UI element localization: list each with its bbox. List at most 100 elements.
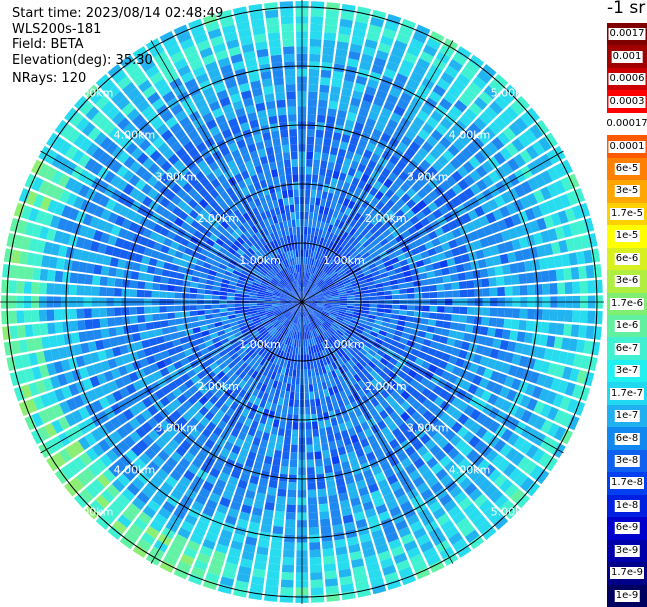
ray-gate [439,180,451,192]
ray-gate [362,209,371,219]
ray-gate [376,291,385,296]
ray-gate [354,354,362,362]
ray-gate [229,212,238,222]
ray-gate [343,317,352,322]
ray-gate [433,396,445,407]
ray-gate [287,303,295,307]
ray-gate [330,417,338,427]
ray-gate [151,493,165,506]
ray-gate [78,184,90,198]
ray-gate [281,292,289,297]
ray-gate [566,398,579,414]
ray-gate [320,324,327,332]
ray-gate [144,306,152,314]
ray-gate [220,312,228,317]
ray-gate [523,128,537,144]
ray-gate [48,256,58,269]
ray-gate [349,458,360,468]
ray-gate [187,187,198,198]
azimuth-gridline [40,150,303,303]
ray-gate [248,258,257,266]
ray-gate [191,135,204,147]
ray-gate [320,77,331,86]
ray-gate [307,369,312,377]
ray-gate [294,354,298,362]
ray-gate [383,285,392,291]
ray-gate [302,302,304,310]
ray-gate [49,215,61,229]
ray-gate [467,383,479,395]
ray-gate [392,262,402,269]
ray-gate [138,79,152,93]
ray-gate [324,320,332,327]
ray-gate [338,248,346,257]
ray-gate [309,300,318,302]
ray-gate [296,302,302,308]
ray-gate [306,307,313,314]
ray-gate [403,327,412,334]
ray-gate [313,159,321,168]
ray-gate [337,561,351,571]
ray-gate [347,200,356,210]
ray-gate [9,217,21,233]
ray-gate [569,368,580,383]
colorbar-segment: 3e-6 [607,270,647,293]
ray-gate [457,426,469,439]
ray-gate [159,560,175,574]
ray-gate [449,157,462,170]
ray-gate [297,287,301,295]
ray-gate [98,195,110,208]
colorbar-tick-label: 6e-8 [614,432,640,445]
ray-gate [84,274,94,285]
ray-gate [515,367,526,379]
ray-gate [309,300,317,302]
ray-gate [184,348,194,357]
ray-gate [476,520,492,534]
ray-gate [289,136,298,145]
ray-gate [16,280,25,294]
ray-gate [117,117,131,131]
ray-gate [241,550,255,561]
ray-gate [298,347,301,355]
ray-gate [93,264,103,275]
ray-gate [306,316,310,324]
ray-gate [432,84,446,97]
ray-gate [264,9,279,19]
ray-gate [329,271,337,278]
ray-gate [228,46,242,57]
ray-gate [274,310,282,315]
ray-gate [326,115,336,125]
ray-gate [357,68,370,79]
ray-gate [224,270,233,277]
ray-gate [186,540,201,552]
ray-gate [384,308,392,314]
ray-gate [381,321,390,328]
ray-gate [391,229,401,238]
ray-gate [281,213,287,222]
ray-gate [281,382,287,391]
ray-gate [366,31,380,43]
ray-gate [238,370,247,380]
ray-gate [175,279,184,286]
ray-gate [576,219,587,235]
ray-gate [331,516,343,526]
ray-gate [482,416,494,430]
ray-gate [460,341,471,351]
ray-gate [74,493,89,509]
ray-gate [492,383,504,396]
ray-gate [449,466,462,479]
ray-gate [312,258,317,267]
ray-gate [276,404,283,413]
ray-gate [234,68,247,79]
ray-gate [212,313,221,319]
ray-gate [119,344,129,355]
ray-gate [320,518,331,527]
ray-gate [329,93,340,103]
ray-gate [443,499,457,513]
ray-gate [193,204,204,214]
ray-gate [124,60,140,75]
ray-gate [501,329,511,340]
ray-gate [427,201,438,212]
ray-gate [182,286,191,293]
ray-gate [234,367,244,377]
